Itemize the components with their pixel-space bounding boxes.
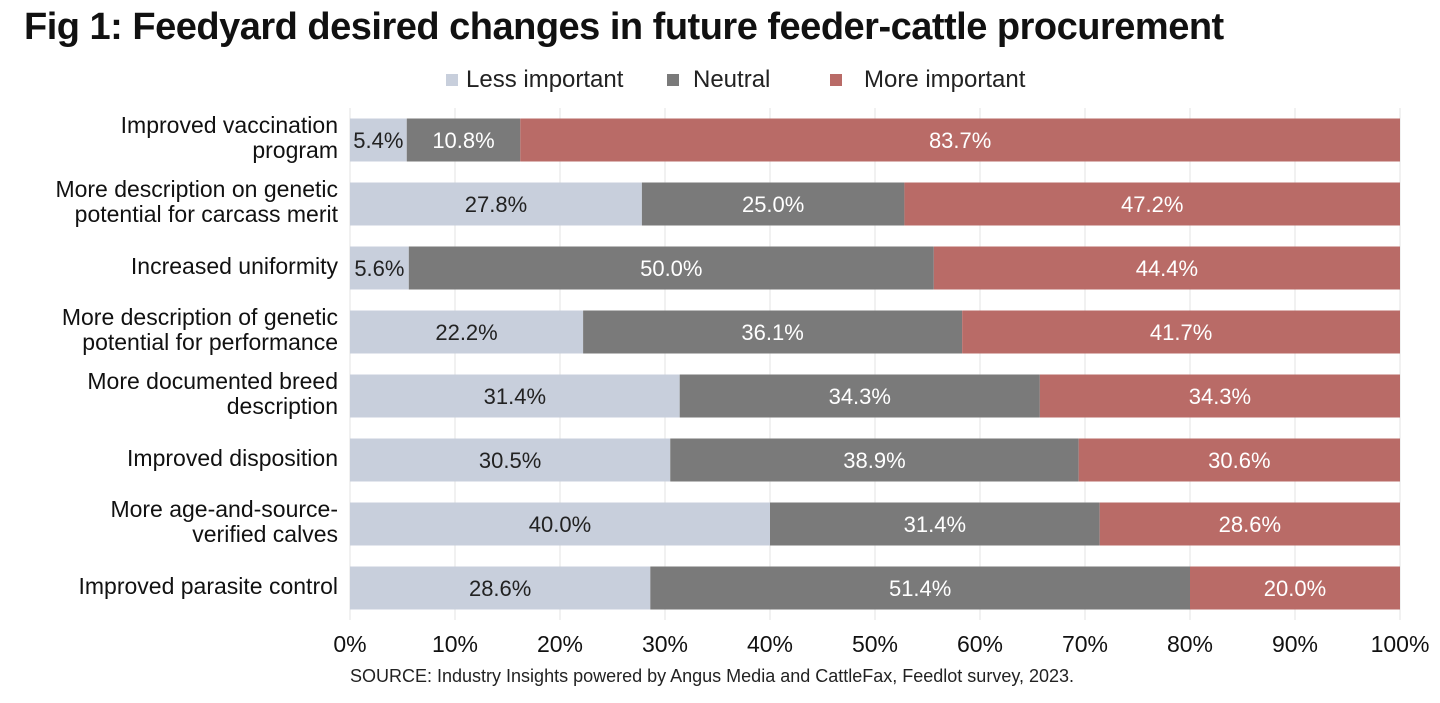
bar-segment-more-important: [933, 246, 1400, 290]
bar-segment-less-important: [350, 182, 642, 226]
bar-segment-more-important: [962, 310, 1400, 354]
data-label-less-important: 5.6%: [354, 256, 404, 281]
category-label: More description on genetic potential for…: [8, 177, 338, 227]
category-label-line: description: [226, 393, 338, 419]
bar-segment-less-important: [350, 310, 584, 354]
data-label-neutral: 51.4%: [889, 576, 951, 601]
data-label-more-important: 20.0%: [1264, 576, 1326, 601]
data-label-more-important: 34.3%: [1189, 384, 1251, 409]
plot-area: [350, 108, 1400, 620]
chart-title: Fig 1: Feedyard desired changes in futur…: [24, 6, 1224, 48]
category-label-line: potential for carcass merit: [74, 201, 338, 227]
data-label-less-important: 28.6%: [469, 576, 531, 601]
x-tick-label: 40%: [747, 631, 793, 657]
bar-segment-less-important: [350, 438, 671, 482]
bar-segment-neutral: [583, 310, 963, 354]
data-label-neutral: 36.1%: [741, 320, 803, 345]
bar-segment-neutral: [406, 118, 521, 162]
bar-segment-less-important: [350, 502, 770, 546]
legend-label-less-important: Less important: [466, 66, 624, 93]
bar-segment-neutral: [679, 374, 1040, 418]
category-label: More age-and-source-verified calves: [8, 497, 338, 547]
bar-segment-less-important: [350, 246, 409, 290]
category-label: More description of genetic potential for…: [8, 305, 338, 355]
data-label-neutral: 25.0%: [742, 192, 804, 217]
category-label: More documented breed description: [8, 369, 338, 419]
bar-segment-less-important: [350, 118, 407, 162]
data-label-more-important: 83.7%: [929, 128, 991, 153]
data-label-less-important: 40.0%: [529, 512, 591, 537]
legend-swatch-more-important: [830, 74, 842, 86]
x-tick-label: 30%: [642, 631, 688, 657]
legend-item-neutral: Neutral: [667, 66, 770, 94]
legend-label-neutral: Neutral: [693, 66, 771, 93]
bar-segment-more-important: [1190, 566, 1400, 610]
data-label-less-important: 27.8%: [465, 192, 527, 217]
data-label-more-important: 28.6%: [1219, 512, 1281, 537]
bar-segment-neutral: [670, 438, 1079, 482]
category-label-line: program: [252, 137, 338, 163]
category-label-line: Improved parasite control: [78, 572, 338, 599]
category-label-line: Improved disposition: [127, 444, 338, 471]
data-label-less-important: 31.4%: [484, 384, 546, 409]
bar-segment-neutral: [641, 182, 905, 226]
bar-segment-more-important: [1078, 438, 1400, 482]
data-label-less-important: 5.4%: [353, 128, 403, 153]
data-label-neutral: 38.9%: [843, 448, 905, 473]
x-tick-label: 50%: [852, 631, 898, 657]
category-label-line: Improved vaccination: [120, 112, 338, 138]
category-label: Increased uniformity: [8, 252, 338, 279]
bar-segment-more-important: [520, 118, 1400, 162]
x-tick-label: 0%: [333, 631, 366, 657]
category-label-line: More description on genetic: [55, 176, 338, 202]
x-tick-label: 100%: [1371, 631, 1430, 657]
data-label-neutral: 34.3%: [829, 384, 891, 409]
category-label-line: potential for performance: [82, 329, 338, 355]
category-label-line: More age-and-source-: [110, 496, 338, 522]
data-label-more-important: 44.4%: [1136, 256, 1198, 281]
legend: Less important Neutral More important: [0, 66, 1440, 100]
legend-item-more-important: More important: [830, 66, 1025, 94]
data-label-more-important: 41.7%: [1150, 320, 1212, 345]
legend-swatch-neutral: [667, 74, 679, 86]
bar-segment-more-important: [1039, 374, 1400, 418]
category-label: Improved parasite control: [8, 572, 338, 599]
bar-segment-neutral: [408, 246, 934, 290]
bar-segment-less-important: [350, 374, 680, 418]
category-label: Improved vaccination program: [8, 113, 338, 163]
category-label-line: verified calves: [192, 521, 338, 547]
x-tick-label: 10%: [432, 631, 478, 657]
data-label-more-important: 30.6%: [1208, 448, 1270, 473]
data-label-less-important: 30.5%: [479, 448, 541, 473]
x-tick-label: 80%: [1167, 631, 1213, 657]
legend-item-less-important: Less important: [446, 66, 623, 94]
x-tick-label: 20%: [537, 631, 583, 657]
category-label-line: More description of genetic: [61, 304, 338, 330]
data-label-neutral: 31.4%: [904, 512, 966, 537]
bar-segment-more-important: [904, 182, 1400, 226]
bar-segment-neutral: [650, 566, 1190, 610]
category-label-line: More documented breed: [87, 368, 338, 394]
source-note: SOURCE: Industry Insights powered by Ang…: [350, 666, 1075, 686]
bar-segment-more-important: [1099, 502, 1400, 546]
x-tick-label: 90%: [1272, 631, 1318, 657]
category-label: Improved disposition: [8, 444, 338, 471]
data-label-neutral: 10.8%: [432, 128, 494, 153]
x-tick-label: 60%: [957, 631, 1003, 657]
data-label-more-important: 47.2%: [1121, 192, 1183, 217]
category-label-line: Increased uniformity: [130, 252, 338, 279]
x-tick-label: 70%: [1062, 631, 1108, 657]
bar-segment-neutral: [770, 502, 1100, 546]
data-label-less-important: 22.2%: [435, 320, 497, 345]
bar-segment-less-important: [350, 566, 651, 610]
data-label-neutral: 50.0%: [640, 256, 702, 281]
legend-label-more-important: More important: [864, 66, 1026, 93]
legend-swatch-less-important: [446, 74, 458, 86]
